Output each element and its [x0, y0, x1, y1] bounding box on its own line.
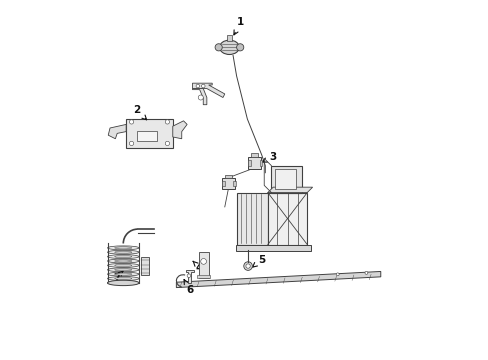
- Ellipse shape: [115, 251, 132, 253]
- Polygon shape: [192, 89, 206, 105]
- Bar: [267, 193, 306, 244]
- Text: 6: 6: [183, 280, 193, 296]
- Ellipse shape: [107, 281, 139, 285]
- Bar: [222, 178, 234, 189]
- Text: 3: 3: [262, 152, 276, 162]
- Ellipse shape: [115, 278, 132, 280]
- Bar: [126, 119, 172, 148]
- Ellipse shape: [107, 250, 139, 254]
- Ellipse shape: [115, 247, 132, 249]
- Bar: [141, 257, 149, 275]
- Bar: [259, 160, 262, 166]
- Polygon shape: [185, 270, 193, 283]
- Text: 5: 5: [252, 255, 265, 267]
- Ellipse shape: [107, 280, 139, 285]
- Ellipse shape: [107, 268, 139, 272]
- Ellipse shape: [107, 276, 139, 280]
- Circle shape: [215, 44, 222, 51]
- Bar: [247, 157, 261, 168]
- Bar: [271, 166, 301, 193]
- Circle shape: [187, 274, 190, 278]
- Bar: [233, 181, 235, 186]
- Bar: [222, 181, 224, 186]
- Bar: [237, 193, 267, 244]
- Circle shape: [244, 262, 252, 270]
- Polygon shape: [192, 83, 224, 98]
- Bar: [198, 252, 208, 278]
- Ellipse shape: [107, 259, 139, 263]
- Circle shape: [196, 84, 199, 88]
- Ellipse shape: [115, 269, 132, 271]
- Circle shape: [236, 44, 244, 51]
- Bar: [274, 169, 296, 189]
- Bar: [224, 175, 231, 178]
- Ellipse shape: [107, 272, 139, 276]
- Polygon shape: [176, 271, 380, 288]
- Circle shape: [364, 271, 367, 274]
- Ellipse shape: [115, 282, 132, 284]
- Circle shape: [129, 141, 133, 145]
- Ellipse shape: [107, 255, 139, 258]
- Polygon shape: [235, 244, 310, 251]
- Circle shape: [198, 95, 203, 100]
- Polygon shape: [108, 125, 126, 139]
- Ellipse shape: [107, 264, 139, 267]
- Text: 1: 1: [233, 17, 244, 35]
- Circle shape: [201, 84, 204, 88]
- Circle shape: [165, 120, 169, 124]
- Ellipse shape: [115, 260, 132, 262]
- Polygon shape: [172, 121, 187, 139]
- Ellipse shape: [115, 256, 132, 258]
- Ellipse shape: [115, 273, 132, 275]
- Ellipse shape: [107, 246, 139, 250]
- Circle shape: [245, 264, 250, 268]
- Circle shape: [129, 120, 133, 124]
- Text: 4: 4: [193, 261, 203, 273]
- Ellipse shape: [219, 40, 239, 54]
- Text: 2: 2: [133, 105, 146, 120]
- Bar: [137, 131, 156, 141]
- Bar: [251, 153, 258, 157]
- Bar: [226, 36, 232, 41]
- Circle shape: [336, 273, 339, 276]
- Circle shape: [201, 258, 206, 264]
- Polygon shape: [267, 187, 312, 193]
- Circle shape: [165, 141, 169, 145]
- Bar: [197, 275, 210, 278]
- Ellipse shape: [115, 264, 132, 266]
- Text: 7: 7: [113, 271, 123, 283]
- Bar: [247, 160, 250, 166]
